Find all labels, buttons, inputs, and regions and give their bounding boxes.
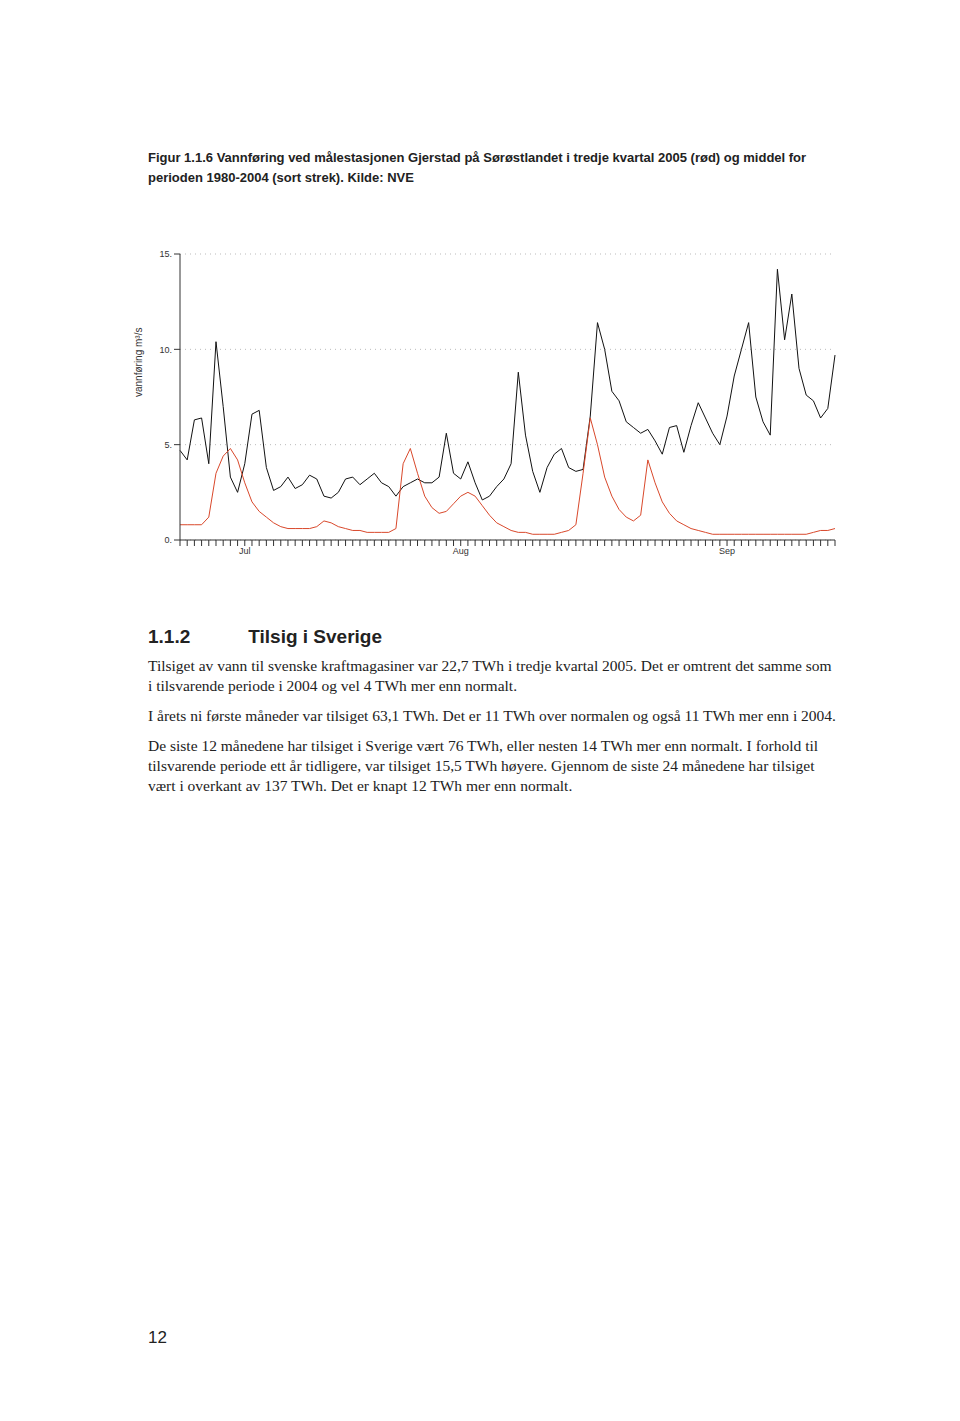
svg-text:Sep: Sep — [719, 546, 735, 556]
svg-text:10.: 10. — [159, 345, 172, 355]
svg-text:15.: 15. — [159, 249, 172, 259]
svg-text:vannføring m³/s: vannføring m³/s — [133, 328, 144, 397]
html-text:Tilsiget av vann til svenske k: Tilsiget av vann til svenske kraftmagasi… — [148, 657, 832, 694]
svg-text:0.: 0. — [164, 535, 172, 545]
html-text:Tilsig i Sverige: Tilsig i Sverige — [248, 626, 382, 647]
html-text:1.1.2: 1.1.2 — [148, 626, 191, 647]
svg-text:Jul: Jul — [239, 546, 251, 556]
svg-text:5.: 5. — [164, 440, 172, 450]
html-text:Figur 1.1.6 Vannføring ved mål: Figur 1.1.6 Vannføring ved målestasjonen… — [148, 150, 807, 185]
html-text:De siste 12 månedene har tilsi: De siste 12 månedene har tilsiget i Sver… — [148, 737, 819, 794]
html-text:I årets ni første måneder var: I årets ni første måneder var tilsiget 6… — [148, 707, 836, 724]
svg-text:Aug: Aug — [453, 546, 469, 556]
html-text:12: 12 — [148, 1328, 167, 1347]
